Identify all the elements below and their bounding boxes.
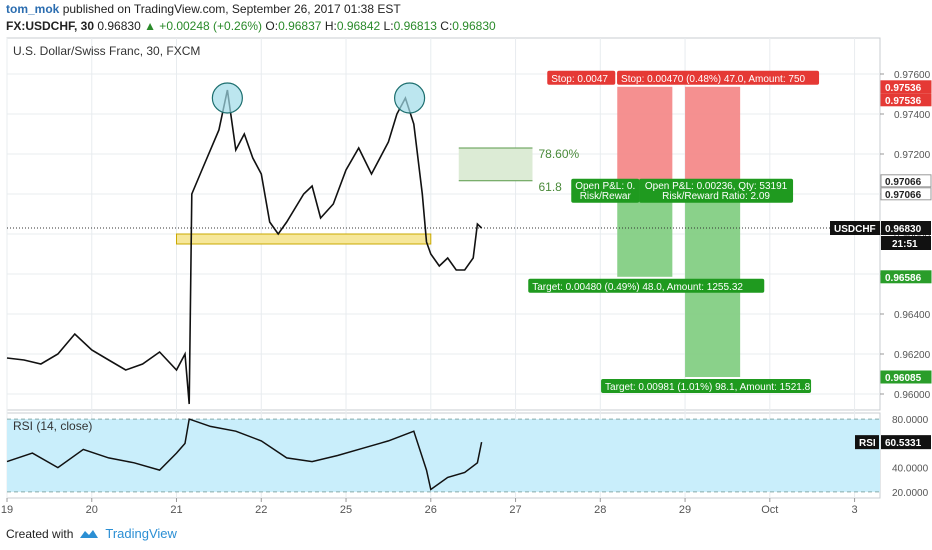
rsi-tick-label: 20.0000 (892, 488, 929, 499)
last-price: 0.96830 (97, 19, 141, 33)
x-tick-label: 28 (594, 504, 606, 516)
countdown-box (881, 236, 931, 250)
target-label: Target: 0.00981 (1.01%) 98.1, Amount: 15… (605, 382, 811, 393)
x-tick-label: 20 (86, 504, 98, 516)
y-tick-label: 0.96400 (894, 310, 931, 321)
published-line: tom_mok published on TradingView.com, Se… (6, 2, 401, 16)
risk-reward-label: Risk/Rewar (580, 191, 632, 202)
stop-zone (617, 86, 673, 181)
x-tick-label: 29 (679, 504, 691, 516)
open-pnl-label: Open P&L: 0.00236, Qty: 53191 (645, 181, 788, 192)
stop-label-box (547, 70, 616, 85)
open-pnl-label: Open P&L: 0. (575, 181, 635, 192)
rsi-last-box (881, 435, 931, 450)
x-tick-label: 21 (170, 504, 182, 516)
rsi-tick-label: 40.0000 (892, 464, 929, 475)
y-tick-label: 0.97600 (894, 70, 931, 81)
price-tag-box (880, 174, 932, 188)
close-value: 0.96830 (452, 19, 496, 33)
x-tick-label: 27 (509, 504, 521, 516)
target-label-box (528, 278, 765, 293)
x-tick-label: 25 (340, 504, 352, 516)
tradingview-brand[interactable]: TradingView (105, 526, 177, 541)
close-label: C: (440, 19, 453, 33)
rsi-last-label: 60.5331 (885, 438, 922, 449)
risk-reward-label: Risk/Reward Ratio: 2.09 (662, 191, 770, 202)
rsi-tag-box (855, 435, 879, 450)
price-tag-box (880, 187, 932, 201)
stop-label: Stop: 0.00470 (0.48%) 47.0, Amount: 750 (621, 74, 805, 85)
rsi-title: RSI (14, close) (13, 419, 92, 433)
rsi-tag: RSI (859, 438, 876, 449)
fib-label-bottom: 61.8 (538, 180, 562, 194)
y-tick-label: 0.96200 (894, 350, 931, 361)
high-value: 0.96842 (336, 19, 381, 33)
fib-zone (458, 148, 533, 181)
neckline-zone (176, 233, 432, 245)
price-tag-label: 0.97536 (885, 96, 922, 107)
stop-label: Stop: 0.0047 (551, 74, 608, 85)
chart-title: U.S. Dollar/Swiss Franc, 30, FXCM (13, 44, 200, 58)
last-price-tag: 0.96830 (885, 224, 922, 235)
open-pnl-box (571, 178, 640, 203)
price-series-line (6, 89, 483, 405)
price-tag-label: 0.96085 (885, 373, 922, 384)
tradingview-logo-icon (80, 529, 99, 538)
open-label: O: (265, 19, 279, 33)
created-with-text: Created with (6, 526, 74, 541)
author-link[interactable]: tom_mok (6, 2, 60, 16)
x-tick-label: Oct (761, 504, 778, 516)
price-tag-box (880, 370, 932, 384)
x-tick-label: 26 (425, 504, 437, 516)
open-value: 0.96837 (278, 19, 322, 33)
peak-circle (393, 82, 426, 114)
x-tick-label: 22 (255, 504, 267, 516)
price-tag-label: 0.96586 (885, 273, 922, 284)
rsi-series-line (6, 418, 483, 491)
rsi-tick-label: 80.0000 (892, 415, 929, 426)
price-tag-label: 0.97066 (885, 190, 922, 201)
fib-label-top: 78.60% (538, 147, 579, 161)
footer: Created with TradingView (6, 526, 177, 541)
y-tick-label: 0.96800 (894, 230, 931, 241)
chart-canvas[interactable]: 19 20 21 22 25 26 27 28 29 Oct 3 0.96000 0.96200 0.96… (0, 0, 932, 520)
last-price-tag-box (881, 221, 931, 235)
stop-label-box (617, 70, 820, 85)
countdown-label: 21:51 (892, 239, 918, 250)
x-tick-label: 19 (1, 504, 13, 516)
ohlc-line: FX:USDCHF, 30 0.96830 ▲ +0.00248 (+0.26%… (6, 19, 496, 33)
stop-zone (685, 86, 741, 181)
low-value: 0.96813 (393, 19, 437, 33)
symbol-tag-box (830, 221, 880, 235)
price-tag-label: 0.97066 (885, 177, 922, 188)
change-value: ▲ +0.00248 (+0.26%) (144, 19, 263, 33)
price-tag-box (880, 80, 932, 94)
y-tick-label: 0.97400 (894, 110, 931, 121)
y-tick-label: 0.96000 (894, 390, 931, 401)
target-label: Target: 0.00480 (0.49%) 48.0, Amount: 12… (532, 282, 743, 293)
open-pnl-box (639, 178, 794, 203)
price-tag-label: 0.97536 (885, 83, 922, 94)
price-tag-box (880, 93, 932, 107)
high-label: H: (324, 19, 337, 33)
published-text: published on TradingView.com, September … (62, 2, 401, 16)
x-tick-label: 3 (852, 504, 858, 516)
target-label-box (601, 379, 812, 393)
y-tick-label: 0.97200 (894, 150, 931, 161)
peak-circle (211, 82, 243, 114)
symbol-label: FX:USDCHF, 30 (6, 19, 95, 33)
low-label: L: (383, 19, 394, 33)
price-tag-box (880, 270, 932, 284)
symbol-tag: USDCHF (834, 224, 876, 235)
